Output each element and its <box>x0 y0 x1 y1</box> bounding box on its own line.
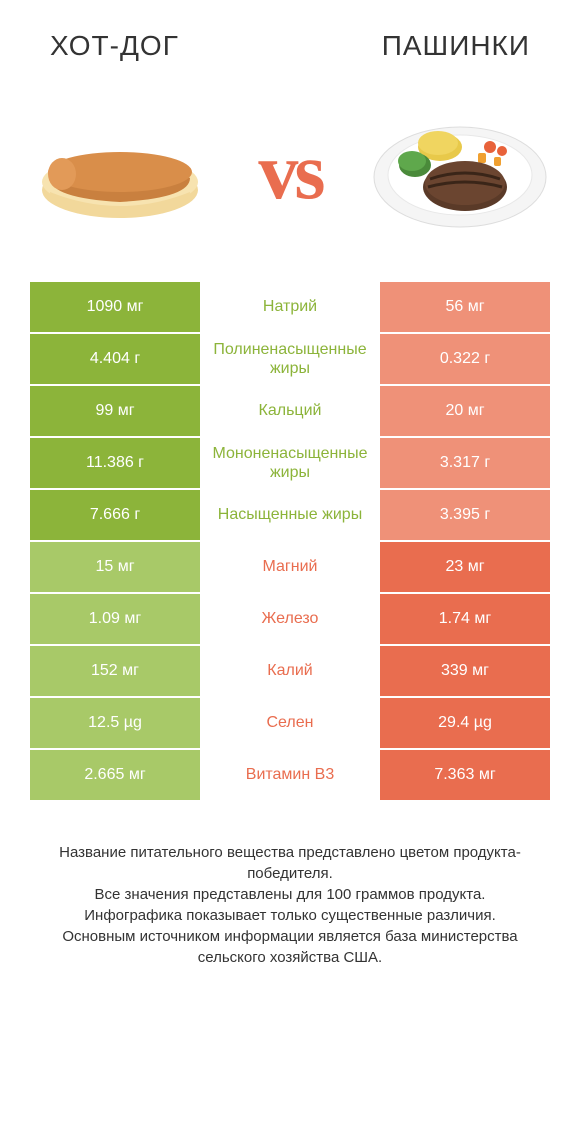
nutrient-label: Насыщенные жиры <box>200 490 380 540</box>
footer-line: Основным источником информации является … <box>30 926 550 968</box>
right-value: 3.317 г <box>380 438 550 488</box>
right-value: 1.74 мг <box>380 594 550 644</box>
nutrient-label: Калий <box>200 646 380 696</box>
nutrient-label: Кальций <box>200 386 380 436</box>
left-value: 1090 мг <box>30 282 200 332</box>
right-value: 23 мг <box>380 542 550 592</box>
hotdog-icon <box>30 102 210 242</box>
table-row: 152 мгКалий339 мг <box>30 646 550 698</box>
comparison-table: 1090 мгНатрий56 мг4.404 гПолиненасыщенны… <box>0 282 580 802</box>
right-value: 3.395 г <box>380 490 550 540</box>
nutrient-label: Мононенасыщенные жиры <box>200 438 380 488</box>
right-value: 0.322 г <box>380 334 550 384</box>
footer-line: Все значения представлены для 100 граммо… <box>30 884 550 905</box>
table-row: 1090 мгНатрий56 мг <box>30 282 550 334</box>
nutrient-label: Натрий <box>200 282 380 332</box>
right-food-title: ПАШИНКИ <box>382 30 530 62</box>
right-value: 7.363 мг <box>380 750 550 800</box>
right-value: 56 мг <box>380 282 550 332</box>
left-value: 4.404 г <box>30 334 200 384</box>
table-row: 15 мгМагний23 мг <box>30 542 550 594</box>
table-row: 4.404 гПолиненасыщенные жиры0.322 г <box>30 334 550 386</box>
table-row: 12.5 µgСелен29.4 µg <box>30 698 550 750</box>
left-value: 11.386 г <box>30 438 200 488</box>
steak-plate-icon <box>370 102 550 242</box>
nutrient-label: Полиненасыщенные жиры <box>200 334 380 384</box>
nutrient-label: Магний <box>200 542 380 592</box>
left-food-title: ХОТ-ДОГ <box>50 30 179 62</box>
table-row: 11.386 гМононенасыщенные жиры3.317 г <box>30 438 550 490</box>
nutrient-label: Селен <box>200 698 380 748</box>
table-row: 1.09 мгЖелезо1.74 мг <box>30 594 550 646</box>
nutrient-label: Железо <box>200 594 380 644</box>
left-value: 2.665 мг <box>30 750 200 800</box>
nutrient-label: Витамин B3 <box>200 750 380 800</box>
footer-notes: Название питательного вещества представл… <box>0 802 580 968</box>
header: ХОТ-ДОГ ПАШИНКИ <box>0 0 580 72</box>
right-value: 29.4 µg <box>380 698 550 748</box>
table-row: 99 мгКальций20 мг <box>30 386 550 438</box>
left-value: 99 мг <box>30 386 200 436</box>
hero-row: vs <box>0 72 580 282</box>
right-value: 339 мг <box>380 646 550 696</box>
right-value: 20 мг <box>380 386 550 436</box>
left-value: 15 мг <box>30 542 200 592</box>
table-row: 7.666 гНасыщенные жиры3.395 г <box>30 490 550 542</box>
left-value: 7.666 г <box>30 490 200 540</box>
footer-line: Инфографика показывает только существенн… <box>30 905 550 926</box>
left-value: 12.5 µg <box>30 698 200 748</box>
left-value: 152 мг <box>30 646 200 696</box>
footer-line: Название питательного вещества представл… <box>30 842 550 884</box>
table-row: 2.665 мгВитамин B37.363 мг <box>30 750 550 802</box>
left-value: 1.09 мг <box>30 594 200 644</box>
vs-label: vs <box>258 127 321 218</box>
